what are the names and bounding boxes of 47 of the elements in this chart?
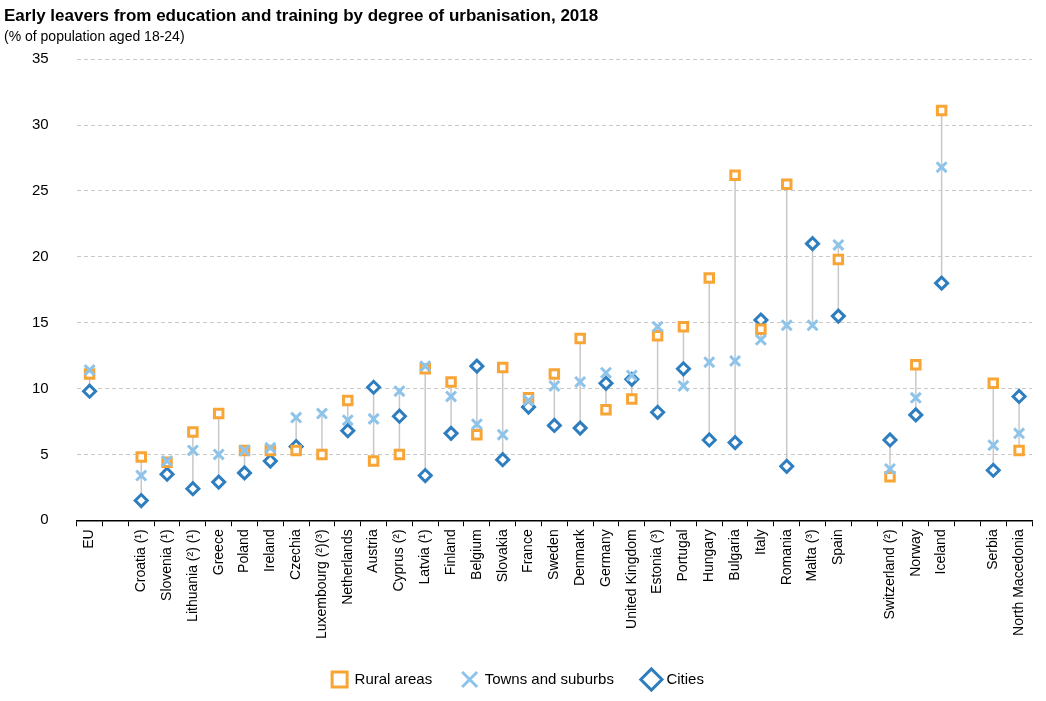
x-tick-label: Serbia xyxy=(984,529,1001,570)
x-tick-label: Switzerland (²) xyxy=(880,529,897,620)
x-tick-label: Estonia (³) xyxy=(648,529,665,594)
x-tick-label: Austria xyxy=(364,529,381,573)
x-tick-label: Ireland xyxy=(261,529,278,573)
x-tick-label: Slovakia xyxy=(493,529,510,583)
legend-label: Towns and suburbs xyxy=(484,669,614,687)
x-tick-label: France xyxy=(519,529,536,573)
x-tick-label: Poland xyxy=(235,529,252,573)
x-tick-label: Denmark xyxy=(571,528,588,587)
x-tick-label: Slovenia (¹) xyxy=(157,529,174,601)
y-tick-label: 20 xyxy=(32,246,49,264)
x-tick-label: Lithuania (²) (¹) xyxy=(183,529,200,622)
x-tick-label: Netherlands xyxy=(338,529,355,605)
legend-label: Cities xyxy=(666,669,704,687)
x-tick-label: Finland xyxy=(441,529,458,576)
y-tick-label: 10 xyxy=(32,378,49,396)
x-tick-label: Romania xyxy=(777,529,794,586)
legend-label: Rural areas xyxy=(354,669,433,687)
x-tick-label: Luxembourg (²)(³) xyxy=(312,529,329,640)
x-tick-label: EU xyxy=(80,529,97,549)
x-tick-label: Spain xyxy=(829,529,846,566)
y-tick-label: 25 xyxy=(32,181,49,199)
x-tick-label: Germany xyxy=(596,529,613,587)
x-tick-label: Croatia (¹) xyxy=(132,529,149,593)
y-tick-label: 5 xyxy=(40,444,49,462)
x-tick-label: North Macedonia xyxy=(1009,529,1026,636)
y-tick-label: 15 xyxy=(32,312,49,330)
x-tick-label: Iceland xyxy=(932,529,949,575)
x-tick-label: Cyprus (²) xyxy=(390,529,407,592)
chart-title: Early leavers from education and training by degree of urbanisation, 2018 xyxy=(4,5,599,25)
x-tick-label: Latvia (¹) xyxy=(416,529,433,585)
x-tick-label: Belgium xyxy=(467,529,484,580)
x-tick-label: Portugal xyxy=(674,529,691,582)
x-tick-label: Italy xyxy=(751,529,768,555)
x-tick-label: Malta (³) xyxy=(803,529,820,582)
x-tick-label: Norway xyxy=(906,529,923,577)
x-tick-label: United Kingdom xyxy=(622,529,639,629)
chart-subtitle: (% of population aged 18-24) xyxy=(4,27,185,44)
y-tick-label: 30 xyxy=(32,115,49,133)
y-tick-label: 0 xyxy=(40,510,49,528)
x-tick-label: Czechia xyxy=(287,529,304,580)
y-tick-label: 35 xyxy=(32,49,49,67)
x-tick-label: Hungary xyxy=(700,529,717,583)
x-tick-label: Bulgaria xyxy=(725,529,742,581)
x-tick-label: Greece xyxy=(209,529,226,576)
x-tick-label: Sweden xyxy=(545,529,562,580)
